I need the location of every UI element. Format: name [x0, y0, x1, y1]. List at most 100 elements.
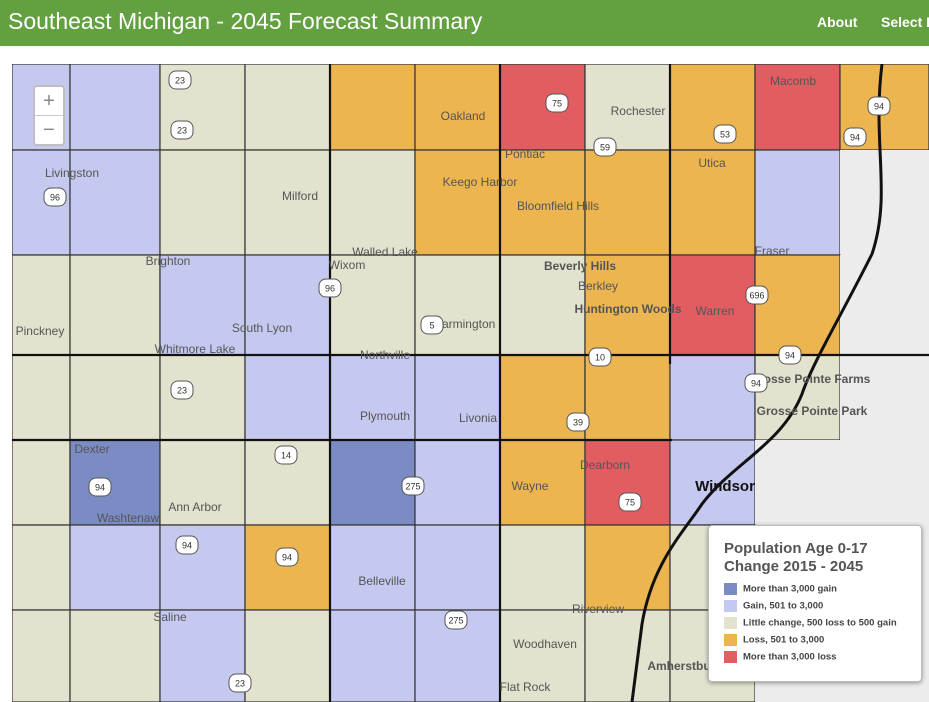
map-area	[584, 64, 671, 151]
place-label: Livingston	[45, 166, 99, 180]
route-shield	[843, 127, 867, 147]
place-label: Bloomfield Hills	[517, 199, 599, 213]
water	[840, 150, 929, 255]
route-number: 53	[720, 129, 730, 139]
map-area	[499, 524, 586, 611]
place-label: Ann Arbor	[168, 500, 221, 514]
water	[840, 355, 929, 440]
place-label: Washtenaw	[97, 511, 160, 525]
map-area	[329, 609, 416, 702]
map-area	[69, 439, 161, 526]
legend-item: Loss, 501 to 3,000	[724, 634, 824, 646]
legend-title-line: Population Age 0-17	[724, 540, 868, 557]
route-shield	[444, 610, 468, 630]
map-area	[244, 524, 331, 611]
route-shield	[745, 285, 769, 305]
map-area	[414, 439, 501, 526]
place-label: Windsor	[695, 478, 755, 495]
map-area	[584, 439, 671, 526]
route-shield	[713, 124, 737, 144]
nav-link[interactable]: Select F	[881, 14, 929, 30]
route-number: 94	[751, 378, 761, 388]
map-area	[159, 524, 246, 611]
route-number: 275	[448, 615, 463, 625]
place-label: Woodhaven	[513, 637, 577, 651]
map-area	[159, 439, 246, 526]
map-area	[244, 354, 331, 441]
route-shield	[618, 492, 642, 512]
place-label: Huntington Woods	[574, 302, 681, 316]
map-area	[12, 524, 71, 611]
place-label: Dearborn	[580, 458, 630, 472]
legend-item: More than 3,000 loss	[724, 651, 836, 663]
route-number: 23	[177, 125, 187, 135]
water	[840, 440, 929, 525]
map-area	[12, 254, 71, 356]
place-label: Whitmore Lake	[155, 342, 236, 356]
legend-label: Gain, 501 to 3,000	[743, 600, 824, 612]
place-label: Milford	[282, 189, 318, 203]
map-area	[159, 254, 246, 356]
route-number: 94	[785, 350, 795, 360]
route-shield	[778, 345, 802, 365]
map-area	[12, 439, 71, 526]
zoom-in[interactable]: +	[35, 87, 63, 116]
map-area	[499, 64, 586, 151]
map-area	[69, 524, 161, 611]
map-area	[754, 64, 841, 151]
map-area	[414, 354, 501, 441]
route-shield	[275, 547, 299, 567]
map-area	[159, 149, 246, 256]
place-label: Northville	[360, 348, 410, 362]
place-label: Farmington	[435, 317, 496, 331]
legend-swatch	[724, 600, 737, 612]
place-label: Dexter	[74, 442, 109, 456]
place-label: Pinckney	[16, 324, 65, 338]
legend-label: Little change, 500 loss to 500 gain	[743, 617, 897, 629]
map-area	[414, 149, 501, 256]
route-number: 10	[595, 352, 605, 362]
map-area	[329, 354, 416, 441]
legend-title: Population Age 0-17 Change 2015 - 2045	[724, 540, 868, 576]
map-area	[69, 609, 161, 702]
route-number: 23	[177, 385, 187, 395]
route-number: 696	[749, 290, 764, 300]
route-number: 39	[573, 417, 583, 427]
header: Southeast Michigan - 2045 Forecast Summa…	[0, 0, 929, 46]
place-label: Plymouth	[360, 409, 410, 423]
map-area	[329, 149, 416, 256]
legend: Population Age 0-17 Change 2015 - 2045 M…	[708, 525, 922, 682]
place-label: Livonia	[459, 411, 497, 425]
route-number: 14	[281, 450, 291, 460]
route-shield	[175, 535, 199, 555]
legend-label: Loss, 501 to 3,000	[743, 634, 825, 646]
route-shield	[593, 137, 617, 157]
map-area	[159, 354, 246, 441]
route-number: 94	[874, 101, 884, 111]
map-area	[754, 354, 841, 441]
nav-link[interactable]: About	[817, 14, 858, 30]
route-shield	[744, 373, 768, 393]
map-area	[499, 439, 586, 526]
route-number: 75	[552, 98, 562, 108]
map-area	[414, 254, 501, 356]
route-shield	[168, 70, 192, 90]
legend-item: More than 3,000 gain	[724, 583, 837, 595]
route-number: 96	[50, 192, 60, 202]
map-area	[669, 64, 756, 151]
place-label: Saline	[153, 610, 187, 624]
route-number: 94	[182, 540, 192, 550]
place-label: Brighton	[146, 254, 191, 268]
place-label: Amherstburg	[647, 659, 722, 673]
route-number: 75	[625, 497, 635, 507]
map-area	[414, 524, 501, 611]
legend-swatch	[724, 583, 737, 595]
zoom-out[interactable]: −	[43, 119, 55, 141]
map-area	[69, 354, 161, 441]
route-shield	[43, 187, 67, 207]
place-label: Macomb	[770, 74, 816, 88]
map-area	[669, 149, 756, 256]
route-shield	[170, 380, 194, 400]
route-shield	[170, 120, 194, 140]
